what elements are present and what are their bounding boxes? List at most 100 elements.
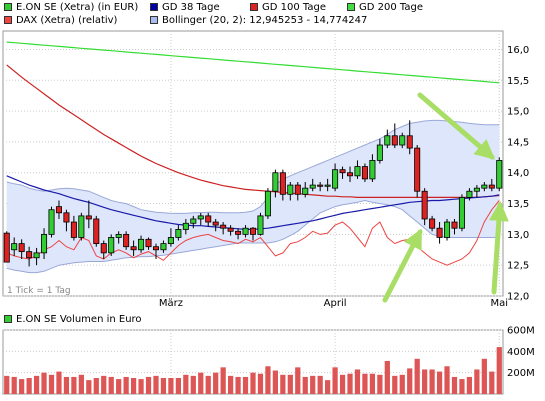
candle — [242, 225, 249, 238]
candle-body — [347, 172, 354, 177]
volume-bar — [384, 360, 390, 394]
candle-body — [376, 144, 383, 161]
candle-body — [473, 187, 480, 192]
candle-body — [108, 237, 115, 254]
candle — [48, 206, 55, 238]
candle-body — [466, 190, 473, 198]
candle — [227, 225, 234, 236]
candle — [264, 188, 271, 219]
candle — [384, 129, 391, 149]
volume-bar — [130, 378, 137, 394]
volume-bar — [190, 375, 196, 394]
legend-dax-label: DAX (Xetra) (relativ) — [16, 15, 118, 26]
candle — [145, 237, 152, 250]
volume-bars — [4, 347, 502, 394]
volume-bar — [466, 376, 473, 394]
candle-body — [175, 229, 182, 238]
legend-eon: E.ON SE (Xetra) (in EUR) — [4, 2, 138, 14]
candle — [309, 178, 316, 192]
candle-body — [458, 196, 465, 229]
candle — [391, 123, 398, 149]
volume-bar — [302, 376, 308, 394]
candle-body — [414, 147, 421, 192]
price-y-tick: 16,0 — [507, 45, 529, 56]
volume-bar — [123, 376, 129, 394]
volume-bar — [41, 372, 47, 394]
candle-body — [220, 224, 227, 229]
volume-bar — [145, 376, 152, 394]
volume-bar — [310, 375, 316, 394]
candle — [354, 160, 361, 179]
volume-y-tick: 600M — [507, 326, 535, 337]
candle-body — [339, 169, 346, 174]
candle-body — [317, 184, 324, 187]
price-x-tick: Mai — [490, 298, 508, 309]
price-y-tick: 15,0 — [507, 107, 529, 118]
candle — [70, 215, 77, 241]
legend-gd38-label: GD 38 Tage — [162, 2, 220, 13]
candle-body — [488, 184, 495, 189]
candle-body — [197, 215, 204, 220]
legend-eon-label: E.ON SE (Xetra) (in EUR) — [16, 2, 139, 13]
volume-bar — [93, 378, 99, 394]
candle-body — [481, 184, 488, 189]
price-x-axis: März April Mai — [159, 298, 508, 309]
candle — [138, 235, 145, 253]
candle — [249, 226, 257, 241]
volume-bar — [451, 376, 458, 394]
candle-body — [190, 218, 197, 224]
candle — [287, 181, 294, 201]
candle — [115, 231, 122, 244]
candle — [458, 194, 465, 232]
candle — [175, 225, 182, 241]
candle-body — [324, 184, 331, 187]
volume-bar — [19, 379, 25, 394]
candle-body — [451, 221, 458, 229]
volume-bar — [347, 373, 353, 394]
candle — [152, 243, 159, 260]
legend-gd100-label: GD 100 Tage — [262, 2, 326, 13]
volume-bar — [86, 380, 92, 394]
candle-body — [384, 135, 391, 146]
volume-bar — [220, 367, 226, 394]
candle-body — [78, 215, 85, 238]
volume-bar — [228, 375, 234, 394]
volume-bar — [399, 374, 405, 394]
candle — [55, 200, 62, 219]
volume-title: E.ON SE Volumen in Euro — [4, 314, 142, 326]
volume-bar — [481, 358, 487, 394]
volume-bar — [422, 369, 428, 394]
candle-body — [369, 160, 376, 180]
volume-bar — [459, 379, 465, 394]
candle-body — [399, 135, 406, 146]
candle-body — [264, 190, 271, 217]
candle — [466, 188, 473, 201]
candle — [473, 185, 480, 198]
candle-body — [100, 243, 107, 254]
candle — [235, 228, 242, 240]
volume-y-tick: 200M — [507, 368, 535, 379]
candle-body — [294, 184, 301, 195]
volume-bar — [101, 375, 107, 394]
candle — [294, 181, 301, 201]
candle — [130, 240, 137, 256]
candle-body — [406, 135, 413, 149]
volume-bar — [339, 374, 346, 394]
candle — [324, 178, 331, 192]
candle — [414, 145, 421, 198]
legend-bollinger-swatch — [150, 16, 158, 24]
candle-body — [272, 172, 279, 192]
candle-body — [130, 246, 137, 251]
candle — [100, 240, 107, 260]
candle — [436, 222, 443, 244]
candle — [429, 215, 436, 232]
candle — [212, 218, 219, 232]
candle-body — [11, 243, 18, 251]
candle — [496, 157, 503, 192]
candle — [11, 237, 18, 256]
volume-bar — [362, 373, 368, 394]
candle-body — [85, 215, 92, 220]
volume-bar — [250, 372, 256, 394]
legend-gd200-swatch — [347, 3, 355, 11]
volume-bar — [444, 366, 450, 394]
